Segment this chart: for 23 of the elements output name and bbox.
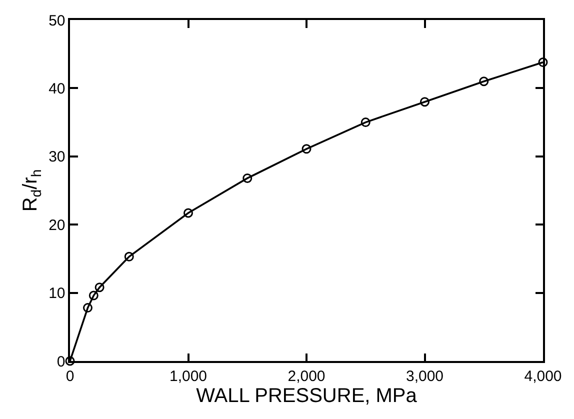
point — [124, 252, 134, 262]
x-tick-label: 3,000 — [406, 368, 444, 385]
point — [479, 76, 489, 86]
x-tick-label: 4,000 — [524, 368, 562, 385]
y-tick-label: 10 — [48, 285, 66, 302]
y-tick-label: 30 — [48, 148, 66, 166]
point — [65, 356, 75, 366]
point — [360, 118, 370, 128]
point — [420, 97, 430, 107]
y-tick-label: 50 — [48, 12, 66, 30]
point — [242, 173, 252, 183]
x-tick-label: 2,000 — [288, 368, 326, 385]
y-tick-label: 40 — [48, 80, 66, 98]
point — [184, 208, 193, 218]
point — [88, 290, 98, 300]
point — [82, 303, 92, 313]
x-tick-label: 1,000 — [169, 368, 208, 385]
point — [94, 282, 104, 292]
y-tick-label: 20 — [48, 216, 66, 234]
point — [302, 144, 312, 154]
point — [538, 58, 548, 68]
x-axis-title: WALL PRESSURE, MPa — [196, 384, 418, 407]
y-tick-label: 0 — [56, 353, 66, 370]
